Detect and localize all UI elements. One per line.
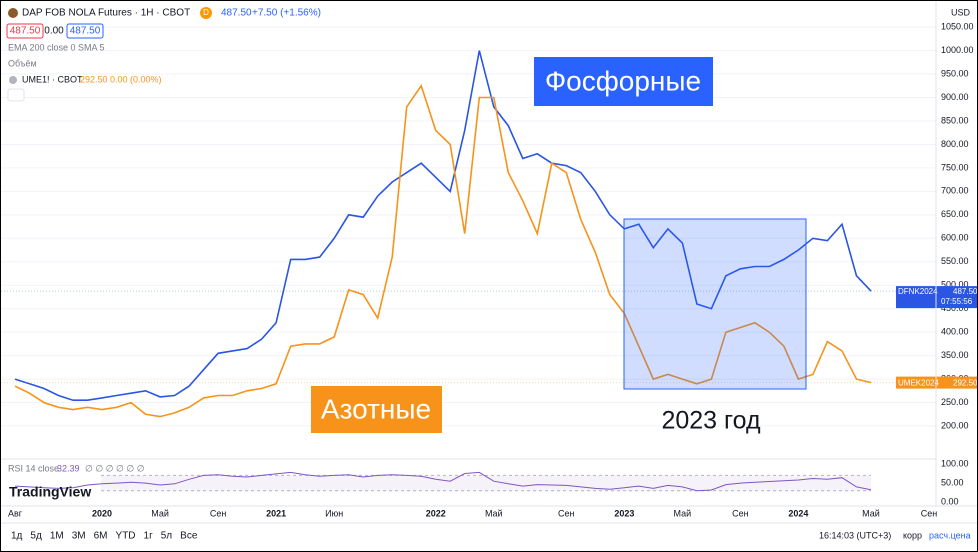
compare-value: 292.50 0.00 (0.00%) bbox=[80, 74, 162, 84]
annotation: Фосфорные bbox=[545, 65, 701, 96]
y-tick-label: 900.00 bbox=[941, 92, 969, 102]
settle-button[interactable]: расч.цена bbox=[929, 530, 971, 540]
annotation: 2023 год bbox=[661, 407, 760, 435]
range-button[interactable]: 1М bbox=[50, 531, 64, 542]
y-tick-label: 750.00 bbox=[941, 162, 969, 172]
y-tick-label: 100.00 bbox=[941, 458, 969, 468]
range-button[interactable]: 5л bbox=[161, 531, 173, 542]
x-tick-label: Сен bbox=[732, 508, 749, 518]
y-tick-label: 50.00 bbox=[941, 477, 964, 487]
tag-symbol: UMEK2024 bbox=[898, 379, 939, 388]
x-tick-label: Май bbox=[151, 508, 169, 518]
y-tick-label: 1000.00 bbox=[941, 45, 974, 55]
plot: 200.00250.00300.00350.00400.00450.00500.… bbox=[1, 21, 978, 518]
y-tick-label: 250.00 bbox=[941, 397, 969, 407]
y-tick-label: 850.00 bbox=[941, 115, 969, 125]
indicator-legend[interactable]: EMA 200 close 0 SMA 5 bbox=[8, 42, 105, 52]
range-button[interactable]: 6М bbox=[94, 531, 108, 542]
interval-badge: D bbox=[203, 8, 209, 17]
buy[interactable]: 487.50 bbox=[70, 26, 101, 37]
sell[interactable]: 487.50 bbox=[10, 26, 41, 37]
currency[interactable]: USD bbox=[951, 7, 971, 17]
range-button[interactable]: 1г bbox=[144, 531, 154, 542]
highlight-2023 bbox=[623, 218, 807, 390]
logo[interactable]: TradingView bbox=[9, 484, 91, 500]
y-tick-label: 500.00 bbox=[941, 280, 969, 290]
tag-timer: 07:55:56 bbox=[941, 297, 973, 306]
x-tick-label: 2022 bbox=[426, 508, 446, 518]
y-tick-label: 800.00 bbox=[941, 139, 969, 149]
y-tick-label: 400.00 bbox=[941, 327, 969, 337]
x-tick-label: Май bbox=[485, 508, 503, 518]
adj-button[interactable]: корр bbox=[903, 530, 922, 540]
x-tick-label: 2023 bbox=[614, 508, 634, 518]
annotation: Азотные bbox=[321, 393, 431, 424]
symbol-icon bbox=[8, 8, 18, 18]
spread: 0.00 bbox=[44, 26, 64, 37]
x-tick-label: Сен bbox=[921, 508, 938, 518]
y-tick-label: 700.00 bbox=[941, 186, 969, 196]
x-tick-label: Июн bbox=[325, 508, 343, 518]
rsi-legend[interactable]: RSI 14 close bbox=[8, 463, 59, 473]
rsi-extra: ∅ ∅ ∅ ∅ ∅ ∅ bbox=[85, 463, 145, 473]
compare-legend[interactable]: UME1! · CBOT bbox=[22, 74, 83, 84]
y-tick-label: 550.00 bbox=[941, 256, 969, 266]
x-tick-label: Май bbox=[862, 508, 880, 518]
range-button[interactable]: YTD bbox=[116, 531, 136, 542]
collapse-button[interactable] bbox=[7, 88, 25, 102]
badge-bg bbox=[200, 7, 212, 19]
range-button[interactable]: 5д bbox=[30, 531, 42, 542]
range-button[interactable]: 1д bbox=[11, 531, 23, 542]
symbol-title[interactable]: DAP FOB NOLA Futures · 1H · CBOT bbox=[22, 8, 190, 19]
tag-symbol: DFNK2024 bbox=[898, 287, 938, 296]
x-tick-label: 2024 bbox=[788, 508, 808, 518]
rsi-band bbox=[101, 475, 871, 491]
tag-price: 487.50 bbox=[953, 287, 978, 296]
y-tick-label: 1050.00 bbox=[941, 21, 974, 31]
sell-box[interactable] bbox=[6, 23, 44, 39]
y-tick-label: 350.00 bbox=[941, 350, 969, 360]
last-price: 487.50 bbox=[221, 8, 252, 19]
toolbar: 1д 5д 1М 3М 6М YTD 1г 5л Все bbox=[11, 531, 198, 542]
y-tick-label: 200.00 bbox=[941, 420, 969, 430]
compare-icon bbox=[9, 76, 17, 84]
x-tick-label: Сен bbox=[210, 508, 227, 518]
tag-price: 292.50 bbox=[953, 379, 978, 388]
nitrogen-box bbox=[311, 386, 442, 433]
x-tick-label: Май bbox=[674, 508, 692, 518]
change: +7.50 (+1.56%) bbox=[252, 8, 321, 19]
x-tick-label: Сен bbox=[558, 508, 575, 518]
rsi-last: 32.39 bbox=[57, 463, 80, 473]
y-tick-label: 0.00 bbox=[941, 497, 959, 507]
range-button[interactable]: Все bbox=[180, 531, 198, 542]
x-tick-label: Авг bbox=[8, 508, 23, 518]
clock: 16:14:03 (UTC+3) bbox=[819, 530, 891, 540]
price-line bbox=[14, 84, 872, 418]
y-tick-label: 600.00 bbox=[941, 233, 969, 243]
range-button[interactable]: 3М bbox=[72, 531, 86, 542]
buy-box[interactable] bbox=[66, 23, 104, 39]
rsi-line bbox=[14, 471, 872, 492]
y-tick-label: 950.00 bbox=[941, 68, 969, 78]
price-line bbox=[14, 50, 872, 401]
volume-legend[interactable]: Объём bbox=[8, 58, 37, 68]
y-tick-label: 650.00 bbox=[941, 209, 969, 219]
x-tick-label: 2020 bbox=[92, 508, 112, 518]
phosphate-box bbox=[534, 57, 713, 106]
x-tick-label: 2021 bbox=[266, 508, 286, 518]
